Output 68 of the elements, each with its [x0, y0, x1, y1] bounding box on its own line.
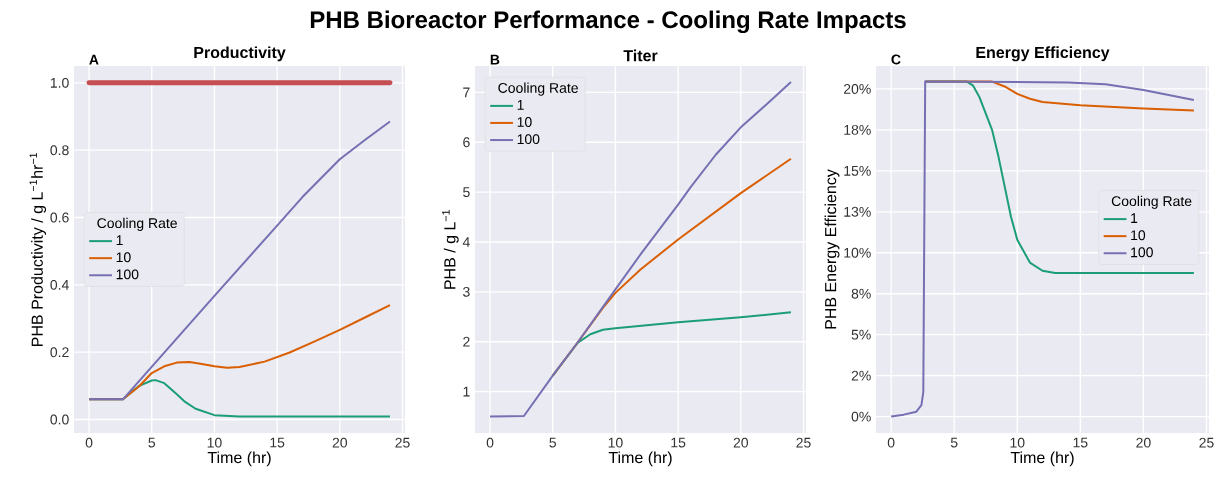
y-tick-label: 10%: [844, 247, 871, 258]
y-tick-label: 13%: [844, 206, 871, 217]
y-tick-label: 8%: [851, 288, 871, 299]
x-tick-label: 25: [1199, 437, 1214, 448]
legend-title: Cooling Rate: [498, 82, 578, 96]
chart-title: Titer: [623, 49, 658, 62]
x-axis-title: Time (hr): [608, 451, 672, 467]
x-tick-label: 15: [270, 437, 285, 448]
x-tick-label: 10: [207, 437, 222, 448]
legend-label: 100: [116, 269, 139, 280]
line-series: [890, 80, 1195, 418]
x-tick-label: 20: [733, 437, 749, 448]
y-tick-label: 3: [463, 286, 470, 297]
line-series: [489, 80, 792, 418]
x-tick-label: 5: [549, 437, 557, 448]
y-tick-label: 0.8: [50, 145, 69, 156]
y-tick-label: 1: [463, 386, 470, 397]
y-tick-label: 2: [463, 336, 470, 347]
x-tick-label: 0: [85, 437, 93, 448]
line-series: [88, 120, 391, 401]
legend-title: Cooling Rate: [1111, 195, 1192, 209]
chart-title: Energy Efficiency: [976, 46, 1110, 62]
text: B: [490, 54, 500, 65]
x-tick-label: 25: [395, 437, 410, 448]
y-tick-label: 0.6: [50, 212, 69, 223]
x-tick-label: 20: [1136, 437, 1151, 448]
x-tick-label: 20: [332, 437, 348, 448]
y-tick-label: 0.4: [50, 279, 69, 290]
x-tick-label: 10: [1010, 437, 1025, 448]
y-tick-label: 20%: [843, 83, 871, 94]
y-tick-label: 5: [463, 187, 470, 198]
x-axis-title: Time (hr): [207, 451, 271, 467]
y-tick-label: 5%: [851, 329, 871, 340]
legend-label: 10: [1131, 230, 1146, 241]
x-tick-label: 15: [671, 437, 686, 448]
y-tick-label: 0%: [851, 411, 871, 422]
legend-label: 10: [517, 117, 532, 127]
x-tick-label: 5: [148, 437, 156, 448]
y-tick-label: 7: [463, 87, 470, 98]
legend-label: 100: [517, 134, 540, 145]
y-tick-label: 15%: [844, 165, 871, 176]
x-tick-label: 25: [796, 437, 811, 448]
y-axis-title: PHB / g L$^{−1}$: [442, 210, 459, 289]
legend-label: 1: [116, 235, 123, 245]
legend-title: Cooling Rate: [97, 217, 177, 231]
x-axis-title: Time (hr): [1010, 451, 1074, 467]
x-tick-label: 0: [486, 437, 494, 448]
text: C: [891, 54, 901, 65]
x-tick-label: 15: [1073, 437, 1088, 448]
chart-title: Productivity: [194, 46, 286, 62]
y-tick-label: 0.2: [50, 347, 69, 358]
text: A: [89, 54, 99, 65]
y-axis-title: PHB Energy Efficiency: [824, 169, 840, 329]
x-tick-label: 5: [950, 437, 958, 448]
text: PHB Bioreactor Performance - Cooling Rate Impacts: [310, 10, 906, 34]
x-tick-label: 0: [887, 437, 895, 448]
y-tick-label: 4: [462, 237, 470, 247]
y-tick-label: 18%: [844, 124, 871, 135]
legend-label: 100: [1131, 247, 1153, 258]
legend-label: 10: [116, 252, 131, 263]
legend-label: 1: [1131, 213, 1138, 223]
y-tick-label: 0.0: [50, 414, 69, 425]
y-tick-label: 1.0: [50, 77, 69, 88]
y-tick-label: 2%: [851, 370, 871, 381]
legend-label: 1: [517, 100, 524, 110]
y-axis-title: PHB Productivity / g L$^{−1}$hr$^{−1}$: [29, 152, 47, 346]
x-tick-label: 10: [608, 437, 623, 448]
y-tick-label: 6: [463, 137, 470, 148]
